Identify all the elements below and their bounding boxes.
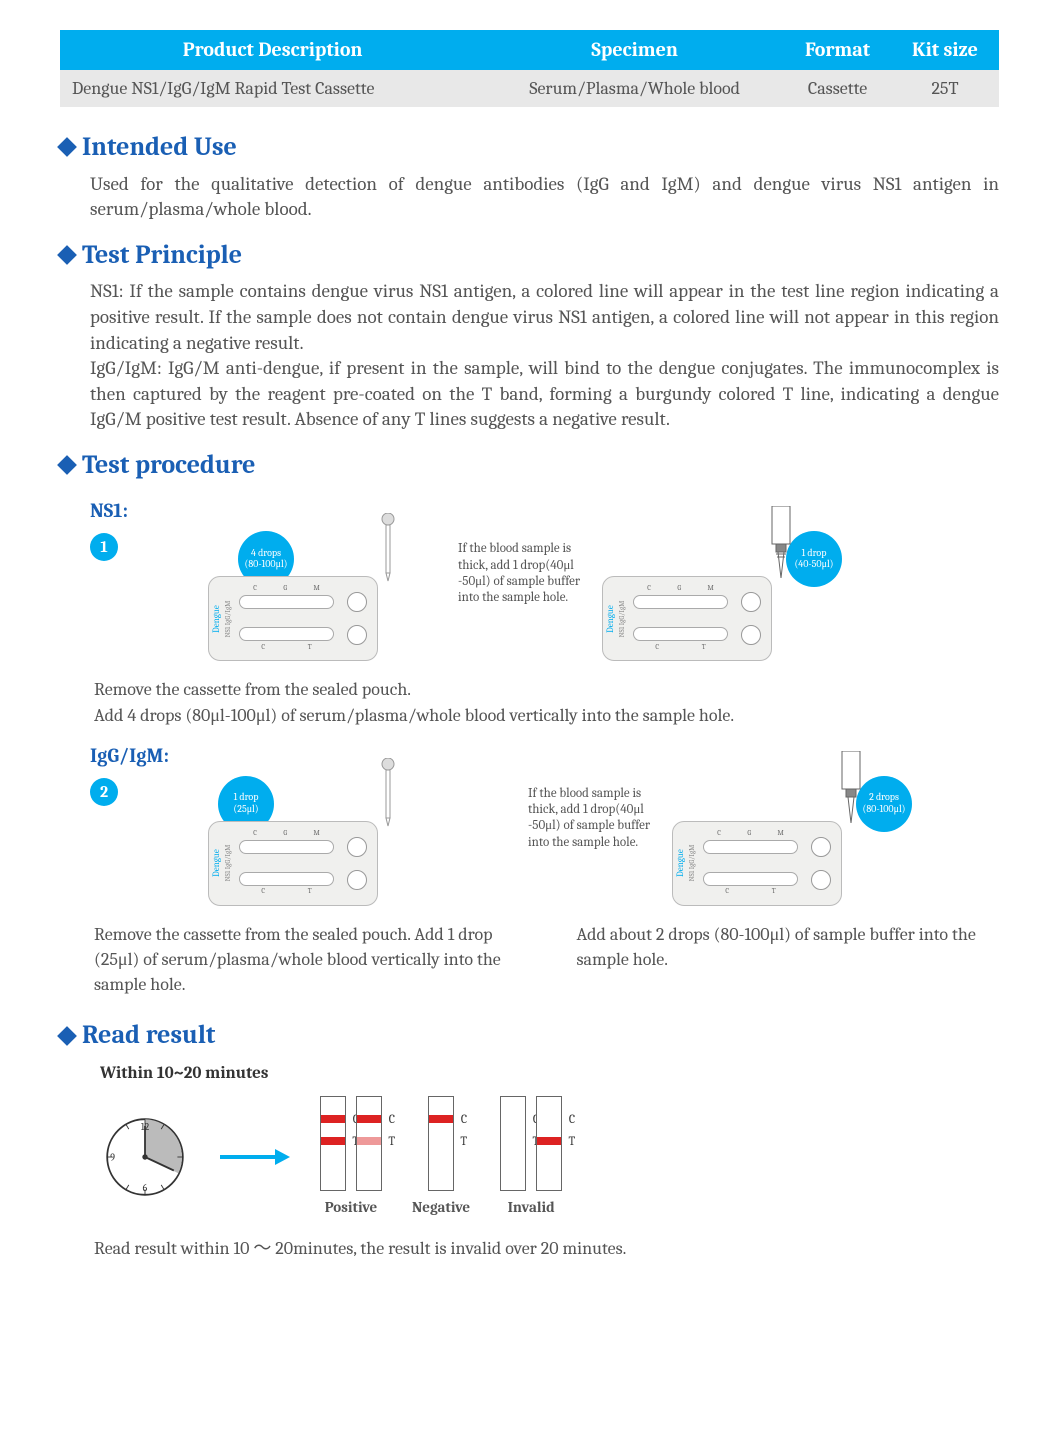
igg-caption-left: Remove the cassette from the sealed pouc… [94,922,517,998]
heading-text: Test procedure [82,447,255,483]
result-negative: CT Negative [412,1096,470,1218]
heading-read-result: Read result [60,1017,999,1053]
ns1-cassette-left: 4 drops (80-100μl) DengueNS1 IgG/IgM CGM… [208,541,408,661]
th-desc: Product Description [60,30,485,70]
igg-caption-right: Add about 2 drops (80-100μl) of sample b… [577,922,1000,972]
td-format: Cassette [784,70,891,107]
igg-cassette-left: 1 drop (25μl) DengueNS1 IgG/IgM CGM CT [208,786,408,906]
heading-text: Test Principle [82,237,242,273]
td-specimen: Serum/Plasma/Whole blood [485,70,784,107]
diamond-icon [57,455,77,475]
th-format: Format [784,30,891,70]
read-result-footer: Read result within 10 ～ 20minutes, the r… [94,1236,999,1261]
table-row: Dengue NS1/IgG/IgM Rapid Test Cassette S… [60,70,999,107]
svg-text:9: 9 [110,1152,115,1163]
step-number-2: 2 [90,778,118,806]
test-principle-body: NS1: If the sample contains dengue virus… [90,279,999,433]
bottle-icon [766,506,796,584]
result-invalid: CT CT Invalid [500,1096,562,1218]
th-specimen: Specimen [485,30,784,70]
arrow-icon [220,1147,290,1167]
igg-cassette-right: 2 drops (80-100μl) DengueNS1 IgG/IgM CGM… [672,786,872,906]
heading-text: Read result [82,1017,215,1053]
clock-icon: 12 9 6 [100,1112,190,1202]
ns1-note: If the blood sample is thick, add 1 drop… [458,541,598,606]
diamond-icon [57,1026,77,1046]
igg-step-row: 2 1 drop (25μl) DengueNS1 IgG/IgM CGM CT… [60,778,999,914]
ns1-caption: Remove the cassette from the sealed pouc… [94,677,999,727]
within-text: Within 10~20 minutes [100,1062,999,1086]
sub-ns1: NS1: [90,497,999,525]
td-desc: Dengue NS1/IgG/IgM Rapid Test Cassette [60,70,485,107]
heading-test-procedure: Test procedure [60,447,999,483]
product-table: Product Description Specimen Format Kit … [60,30,999,107]
result-positive: CT CT Positive [320,1096,382,1218]
ns1-step-row: 1 4 drops (80-100μl) DengueNS1 IgG/IgM C… [60,533,999,669]
diamond-icon [57,137,77,157]
pipette-icon [376,513,400,583]
heading-intended-use: Intended Use [60,129,999,165]
td-kitsize: 25T [891,70,999,107]
heading-test-principle: Test Principle [60,237,999,273]
ns1-cassette-right: 1 drop (40-50μl) DengueNS1 IgG/IgM CGM C… [602,541,802,661]
heading-text: Intended Use [82,129,237,165]
bottle-icon [836,751,866,829]
th-kitsize: Kit size [891,30,999,70]
igg-note: If the blood sample is thick, add 1 drop… [528,786,668,851]
intended-use-body: Used for the qualitative detection of de… [90,172,999,223]
read-result-row: 12 9 6 CT CT Positive CT Negative CT CT [100,1096,999,1218]
diamond-icon [57,245,77,265]
step-number-1: 1 [90,533,118,561]
pipette-icon [376,758,400,828]
